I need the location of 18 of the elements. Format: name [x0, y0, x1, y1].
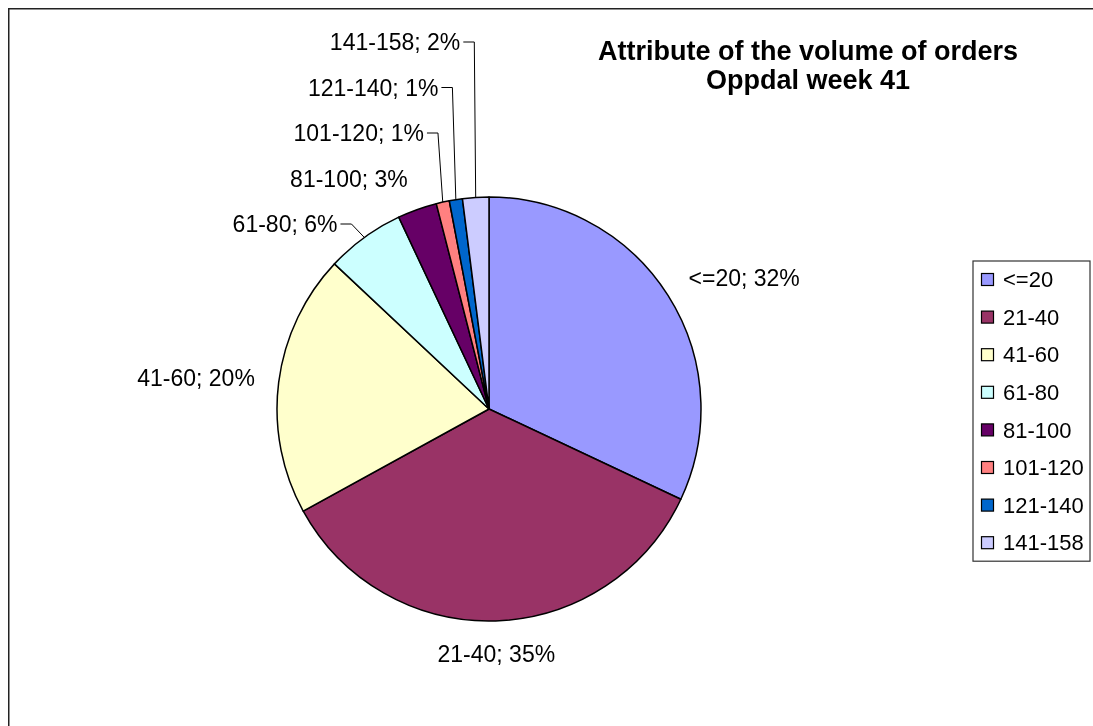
legend-label: 101-120 — [1003, 455, 1084, 481]
text: Oppdal week 41 — [705, 65, 911, 96]
data-label: 21-40; 35% — [437, 641, 556, 668]
data-label: 41-60; 20% — [137, 365, 255, 392]
legend-label: 41-60 — [1003, 342, 1060, 368]
legend-label: 81-100 — [1003, 417, 1072, 443]
legend-label: 121-140 — [1003, 492, 1084, 518]
data-label: 141-158; 2% — [329, 29, 461, 56]
legend-label: <=20 — [1003, 267, 1054, 293]
legend-label: 61-80 — [1003, 380, 1060, 405]
chart-title: Attribute of the volume of orders — [597, 36, 1019, 67]
data-label: 121-140; 1% — [307, 74, 439, 101]
data-label: <=20; 32% — [688, 264, 800, 291]
legend-label: 141-158 — [1003, 530, 1084, 556]
legend-label: 21-40 — [1003, 304, 1060, 330]
data-label: 101-120; 1% — [293, 120, 424, 147]
data-label: 61-80; 6% — [232, 211, 338, 238]
data-label: 81-100; 3% — [290, 165, 408, 192]
